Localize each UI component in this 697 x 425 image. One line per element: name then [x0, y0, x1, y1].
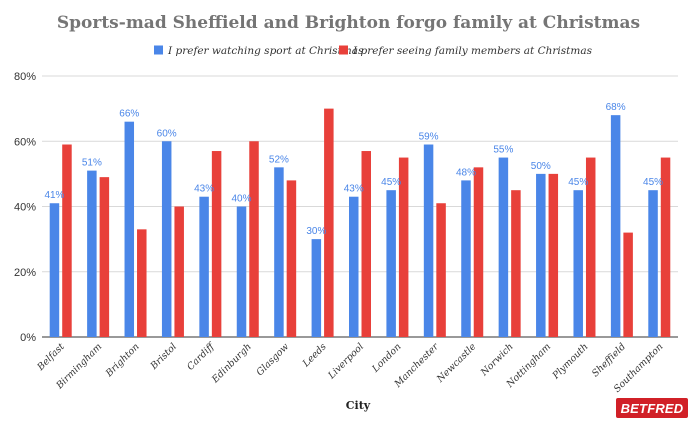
x-tick-label-liverpool: Liverpool: [326, 341, 367, 382]
y-tick-label: 80%: [14, 71, 36, 83]
bar-sport-cardiff: [199, 196, 209, 337]
legend: I prefer watching sport at Christmas I p…: [154, 45, 593, 57]
x-tick-label-edinburgh: Edinburgh: [209, 341, 254, 386]
data-label-edinburgh: 40%: [232, 194, 252, 205]
bar-sport-leeds: [311, 239, 322, 337]
bar-family-glasgow: [286, 180, 297, 337]
y-axis-ticks: 0% 20% 40% 60% 80%: [14, 71, 36, 344]
bar-sport-liverpool: [349, 196, 359, 337]
x-tick-label-bristol: Bristol: [148, 341, 179, 372]
bar-sport-bristol: [161, 141, 172, 337]
y-tick-label: 20%: [14, 267, 36, 279]
y-tick-label: 0%: [20, 332, 36, 344]
legend-swatch-sport: [154, 45, 163, 55]
data-labels: 41% 51% 66% 60% 43% 40% 52% 30% 43% 45% 59% 48% 55% 5…: [44, 102, 663, 237]
bar-sport-norwich: [498, 157, 509, 337]
bar-sport-birmingham: [87, 170, 97, 337]
legend-label-sport: I prefer watching sport at Christmas: [167, 45, 364, 57]
x-axis-title: City: [346, 399, 371, 412]
data-label-liverpool: 43%: [344, 184, 364, 195]
bar-sport-manchester: [423, 144, 434, 337]
gridlines: [42, 75, 678, 338]
bar-family-manchester: [436, 203, 446, 337]
bar-family-southampton: [660, 157, 671, 337]
bar-sport-london: [386, 190, 396, 337]
betfred-logo-text: BETFRED: [620, 400, 684, 416]
bar-family-newcastle: [473, 167, 484, 337]
x-tick-label-plymouth: Plymouth: [550, 341, 591, 382]
bar-family-sheffield: [623, 232, 633, 337]
data-label-southampton: 45%: [643, 177, 663, 188]
bar-family-norwich: [511, 190, 521, 337]
data-label-brighton: 66%: [119, 109, 139, 120]
data-label-bristol: 60%: [157, 128, 177, 139]
legend-swatch-family: [339, 45, 348, 55]
bar-family-london: [398, 157, 409, 337]
bars: [49, 108, 671, 338]
bar-family-brighton: [137, 229, 147, 337]
bar-sport-nottingham: [536, 173, 546, 337]
bar-sport-edinburgh: [236, 206, 247, 337]
x-tick-label-belfast: Belfast: [35, 341, 67, 373]
y-tick-label: 60%: [14, 136, 36, 148]
bar-family-cardiff: [211, 151, 222, 337]
bar-family-plymouth: [585, 157, 596, 337]
data-label-norwich: 55%: [493, 145, 513, 156]
x-tick-label-norwich: Norwich: [478, 341, 516, 379]
bar-sport-belfast: [49, 203, 60, 337]
bar-sport-glasgow: [274, 167, 284, 337]
data-label-cardiff: 43%: [194, 184, 214, 195]
bar-family-edinburgh: [249, 141, 259, 337]
data-label-newcastle: 48%: [456, 167, 476, 178]
data-label-belfast: 41%: [44, 190, 64, 201]
bar-family-liverpool: [361, 151, 371, 337]
bar-family-birmingham: [99, 177, 110, 337]
x-tick-label-sheffield: Sheffield: [590, 341, 628, 379]
data-label-glasgow: 52%: [269, 154, 289, 165]
bar-sport-southampton: [648, 190, 658, 337]
x-tick-label-leeds: Leeds: [300, 341, 329, 370]
data-label-london: 45%: [381, 177, 401, 188]
bar-family-leeds: [324, 108, 334, 337]
bar-sport-sheffield: [610, 115, 621, 338]
bar-family-belfast: [62, 144, 72, 337]
bar-sport-plymouth: [573, 190, 583, 337]
data-label-manchester: 59%: [419, 132, 439, 143]
y-tick-label: 40%: [14, 202, 36, 214]
x-tick-label-glasgow: Glasgow: [254, 341, 291, 378]
data-label-birmingham: 51%: [82, 158, 102, 169]
bar-family-bristol: [174, 206, 184, 337]
data-label-plymouth: 45%: [568, 177, 588, 188]
chart-title: Sports-mad Sheffield and Brighton forgo …: [57, 13, 640, 33]
betfred-logo: BETFRED: [616, 398, 688, 418]
x-tick-label-newcastle: Newcastle: [434, 341, 478, 385]
legend-label-family: I prefer seeing family members at Christ…: [352, 45, 593, 57]
data-label-sheffield: 68%: [606, 102, 626, 113]
data-label-nottingham: 50%: [531, 161, 551, 172]
x-tick-label-london: London: [370, 341, 404, 375]
bar-sport-brighton: [124, 121, 135, 337]
x-tick-label-brighton: Brighton: [103, 341, 141, 379]
x-tick-label-cardiff: Cardiff: [185, 340, 218, 373]
bar-family-nottingham: [548, 173, 559, 337]
data-label-leeds: 30%: [306, 226, 326, 237]
bar-sport-newcastle: [461, 180, 471, 337]
